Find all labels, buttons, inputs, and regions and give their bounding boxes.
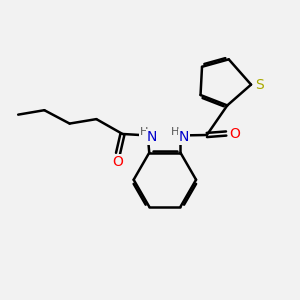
Text: S: S bbox=[255, 78, 264, 92]
Text: N: N bbox=[147, 130, 158, 144]
Text: O: O bbox=[229, 127, 240, 140]
Text: H: H bbox=[171, 127, 179, 137]
Text: O: O bbox=[112, 155, 124, 169]
Text: H: H bbox=[140, 127, 148, 137]
Text: N: N bbox=[179, 130, 189, 144]
